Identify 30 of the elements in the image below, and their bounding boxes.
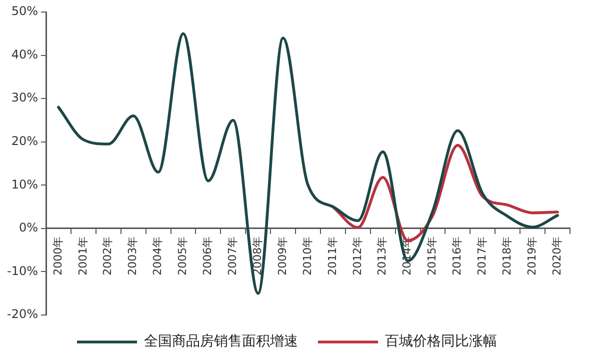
x-tick-label: 2013年 <box>376 236 389 276</box>
x-tick-label: 2002年 <box>101 236 114 276</box>
x-tick-label: 2008年 <box>250 236 264 276</box>
x-tick-label: 2020年 <box>550 236 564 276</box>
x-tick-label: 2001年 <box>76 236 90 276</box>
legend-label: 百城价格同比涨幅 <box>385 334 497 350</box>
x-tick-label: 2007年 <box>226 236 240 276</box>
x-tick-label: 2017年 <box>476 236 489 276</box>
legend-label: 全国商品房销售面积增速 <box>144 334 298 350</box>
y-tick-label: -20% <box>6 307 38 322</box>
x-tick-label: 2016年 <box>450 236 464 276</box>
y-tick-label: 10% <box>11 177 38 192</box>
x-tick-label: 2010年 <box>300 236 314 276</box>
y-tick-label: -10% <box>6 264 38 278</box>
y-tick-label: 20% <box>11 134 38 148</box>
x-tick-label: 2015年 <box>426 236 439 276</box>
y-tick-label: 30% <box>11 90 38 105</box>
y-tick-label: 0% <box>18 220 38 235</box>
y-tick-label: 50% <box>11 4 38 18</box>
x-tick-label: 2019年 <box>525 236 538 276</box>
x-tick-label: 2004年 <box>151 236 164 276</box>
x-tick-label: 2000年 <box>51 236 64 276</box>
x-tick-label: 2005年 <box>176 236 190 276</box>
x-tick-label: 2012年 <box>350 236 364 276</box>
x-tick-label: 2006年 <box>201 236 214 276</box>
x-tick-label: 2018年 <box>500 236 514 276</box>
x-tick-label: 2011年 <box>326 236 339 276</box>
x-tick-label: 2009年 <box>276 236 289 276</box>
y-tick-label: 40% <box>11 47 38 62</box>
x-tick-label: 2003年 <box>126 236 140 276</box>
